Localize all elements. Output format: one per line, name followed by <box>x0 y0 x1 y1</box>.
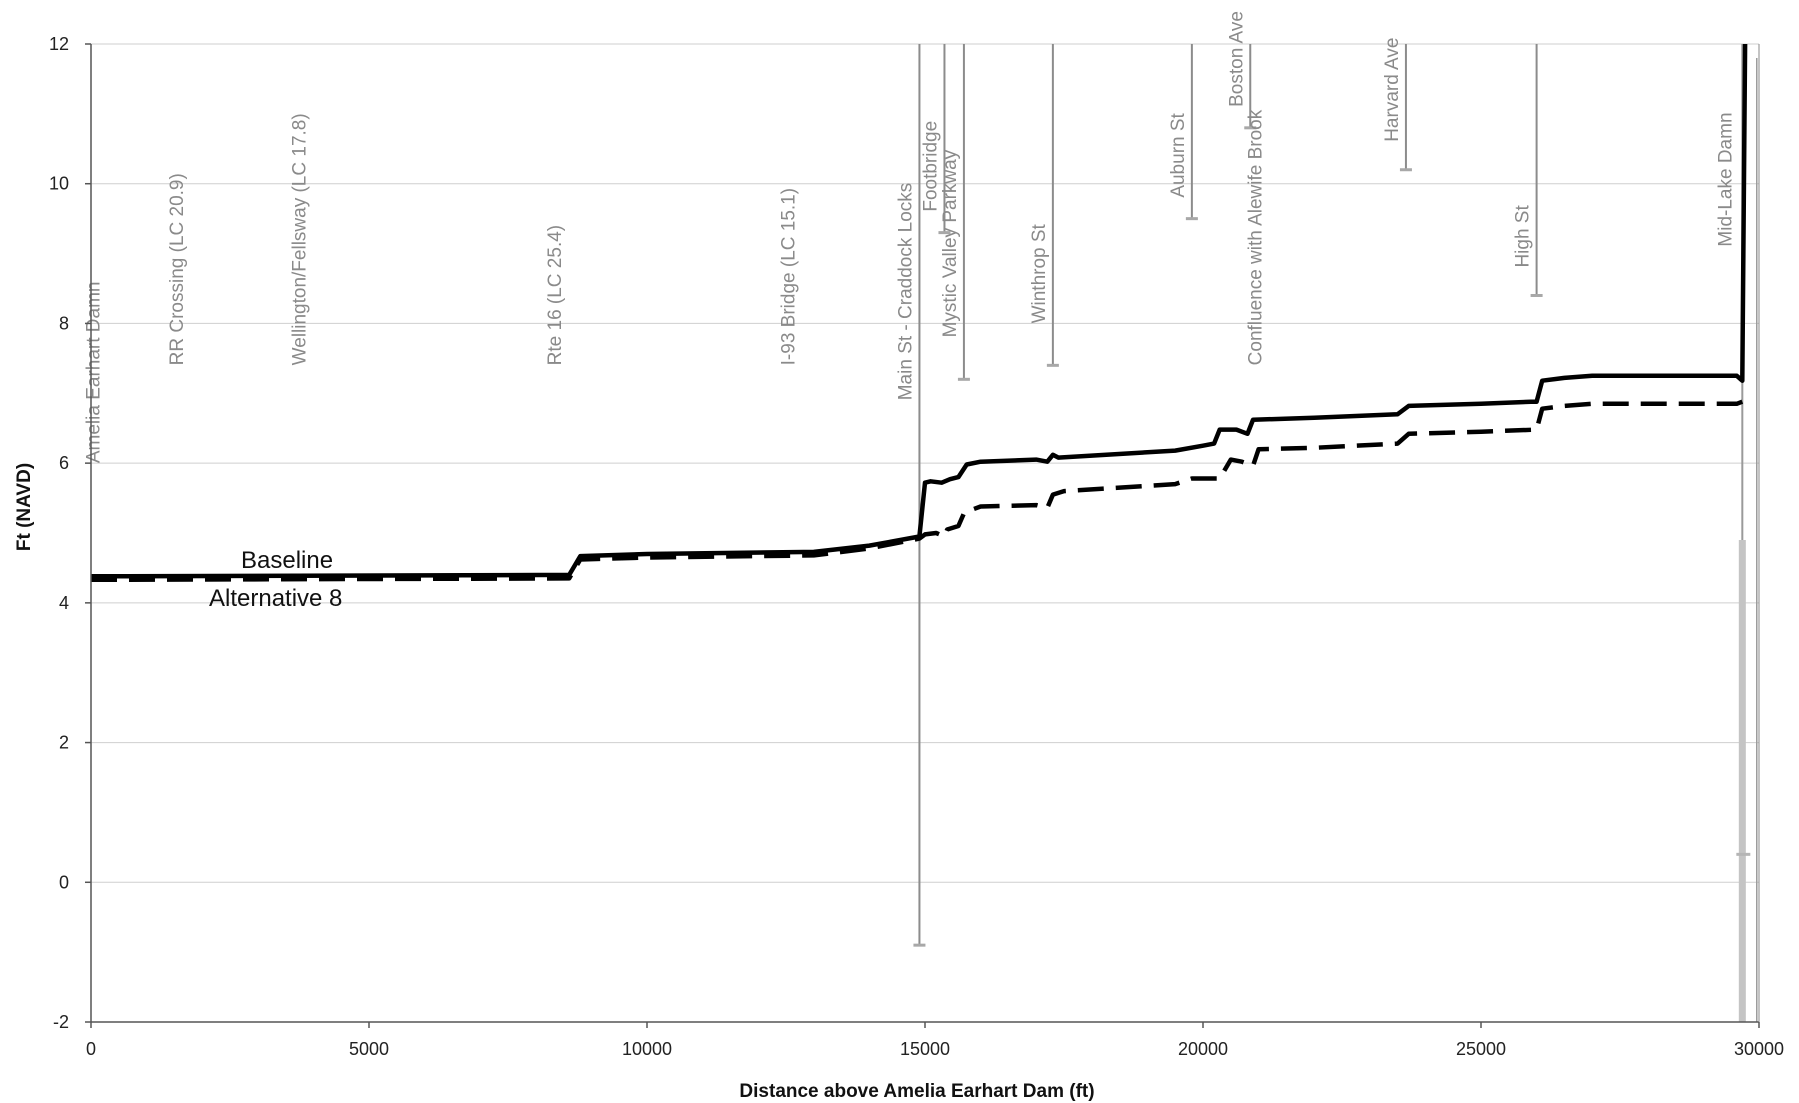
landmark-label: RR Crossing (LC 20.9) <box>167 173 188 365</box>
landmark-label: Mid-Lake Damn <box>1716 112 1737 246</box>
series-line-baseline <box>90 43 1748 579</box>
landmark-label: Harvard Ave <box>1382 38 1403 142</box>
x-tick-label: 5000 <box>349 1039 389 1059</box>
gridlines <box>91 43 1759 883</box>
series-lines <box>90 43 1748 583</box>
landmark-label: Confluence with Alewife Brook <box>1246 109 1267 365</box>
y-tick-label: 6 <box>59 453 69 473</box>
landmark-label: Mystic Valley Parkway <box>940 149 961 337</box>
landmark-label: Boston Ave <box>1226 11 1247 107</box>
x-axis-title: Distance above Amelia Earhart Dam (ft) <box>739 1081 1094 1102</box>
x-tick-label: 20000 <box>1178 1039 1228 1059</box>
landmark-label: Footbridge <box>920 121 941 212</box>
y-axis-title: Ft (NAVD) <box>14 463 35 551</box>
series-label-baseline: Baseline <box>241 547 333 574</box>
landmark-label: High St <box>1513 205 1534 268</box>
dam-markers <box>1736 44 1758 1022</box>
y-tick-label: 8 <box>59 313 69 333</box>
axes: -2 0 2 4 6 8 10 12 0 5000 10000 15000 20000 25000 3000… <box>49 34 1784 1059</box>
x-tick-label: 30000 <box>1734 1039 1784 1059</box>
x-tick-label: 0 <box>86 1039 96 1059</box>
series-label-alternative-8: Alternative 8 <box>209 585 342 612</box>
y-tick-label: 10 <box>49 174 69 194</box>
x-tick-label: 25000 <box>1456 1039 1506 1059</box>
landmark-label: Winthrop St <box>1029 223 1050 323</box>
y-tick-label: 4 <box>59 593 69 613</box>
landmark-label: Amelia Earhart Damn <box>84 282 105 464</box>
x-tick-label: 10000 <box>622 1039 672 1059</box>
landmarks: Amelia Earhart Damn RR Crossing (LC 20.9)… <box>84 11 1737 947</box>
landmark-label: I-93 Bridge (LC 15.1) <box>779 188 800 365</box>
y-tick-label: 2 <box>59 733 69 753</box>
landmark-label: Main St - Craddock Locks <box>895 183 916 401</box>
y-tick-label: -2 <box>53 1012 69 1032</box>
y-tick-label: 0 <box>59 872 69 892</box>
landmark-label: Wellington/Fellsway (LC 17.8) <box>289 113 310 365</box>
y-tick-label: 12 <box>49 34 69 54</box>
landmark-label: Auburn St <box>1168 112 1189 197</box>
series-line-alternative-8 <box>90 399 1744 583</box>
landmark-label: Rte 16 (LC 25.4) <box>545 225 566 365</box>
x-tick-label: 15000 <box>900 1039 950 1059</box>
